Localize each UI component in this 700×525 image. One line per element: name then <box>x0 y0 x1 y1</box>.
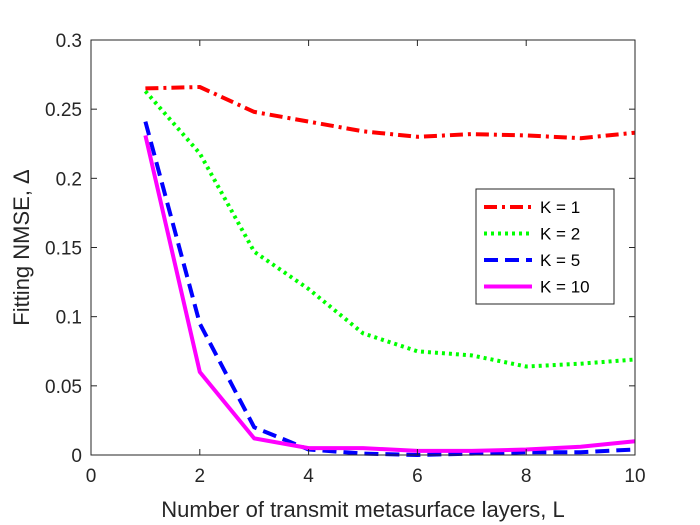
tick-layer: 0 2 4 6 8 10 0 0.05 0.1 0.15 0.2 0.25 0.3 <box>45 31 646 487</box>
x-tick-label: 4 <box>303 466 314 487</box>
y-axis-label: Fitting NMSE, Δ <box>9 169 34 326</box>
series-line-2 <box>143 89 636 369</box>
y-tick-label: 0.3 <box>56 31 82 52</box>
y-tick-label: 0.1 <box>56 308 82 329</box>
x-tick-label: 2 <box>195 466 206 487</box>
y-tick-label: 0.05 <box>45 377 82 398</box>
legend-label-4: K = 10 <box>540 278 590 297</box>
legend-label-2: K = 2 <box>540 225 580 244</box>
x-tick-label: 8 <box>521 466 532 487</box>
x-tick-label: 10 <box>624 466 645 487</box>
x-tick-label: 6 <box>412 466 423 487</box>
y-tick-label: 0.2 <box>56 169 82 190</box>
x-tick-label: 0 <box>86 466 97 487</box>
x-axis-label: Number of transmit metasurface layers, L <box>161 497 564 522</box>
series-line-3 <box>143 121 636 457</box>
legend: K = 1 K = 2 K = 5 K = 10 <box>475 188 615 305</box>
y-tick-label: 0.15 <box>45 239 82 260</box>
legend-label-3: K = 5 <box>540 251 580 270</box>
y-tick-label: 0 <box>71 446 82 467</box>
series-line-4 <box>143 134 636 453</box>
y-tick-label: 0.25 <box>45 100 82 121</box>
series-line-1 <box>145 85 636 141</box>
legend-label-1: K = 1 <box>540 198 580 217</box>
series-layer <box>143 85 636 457</box>
